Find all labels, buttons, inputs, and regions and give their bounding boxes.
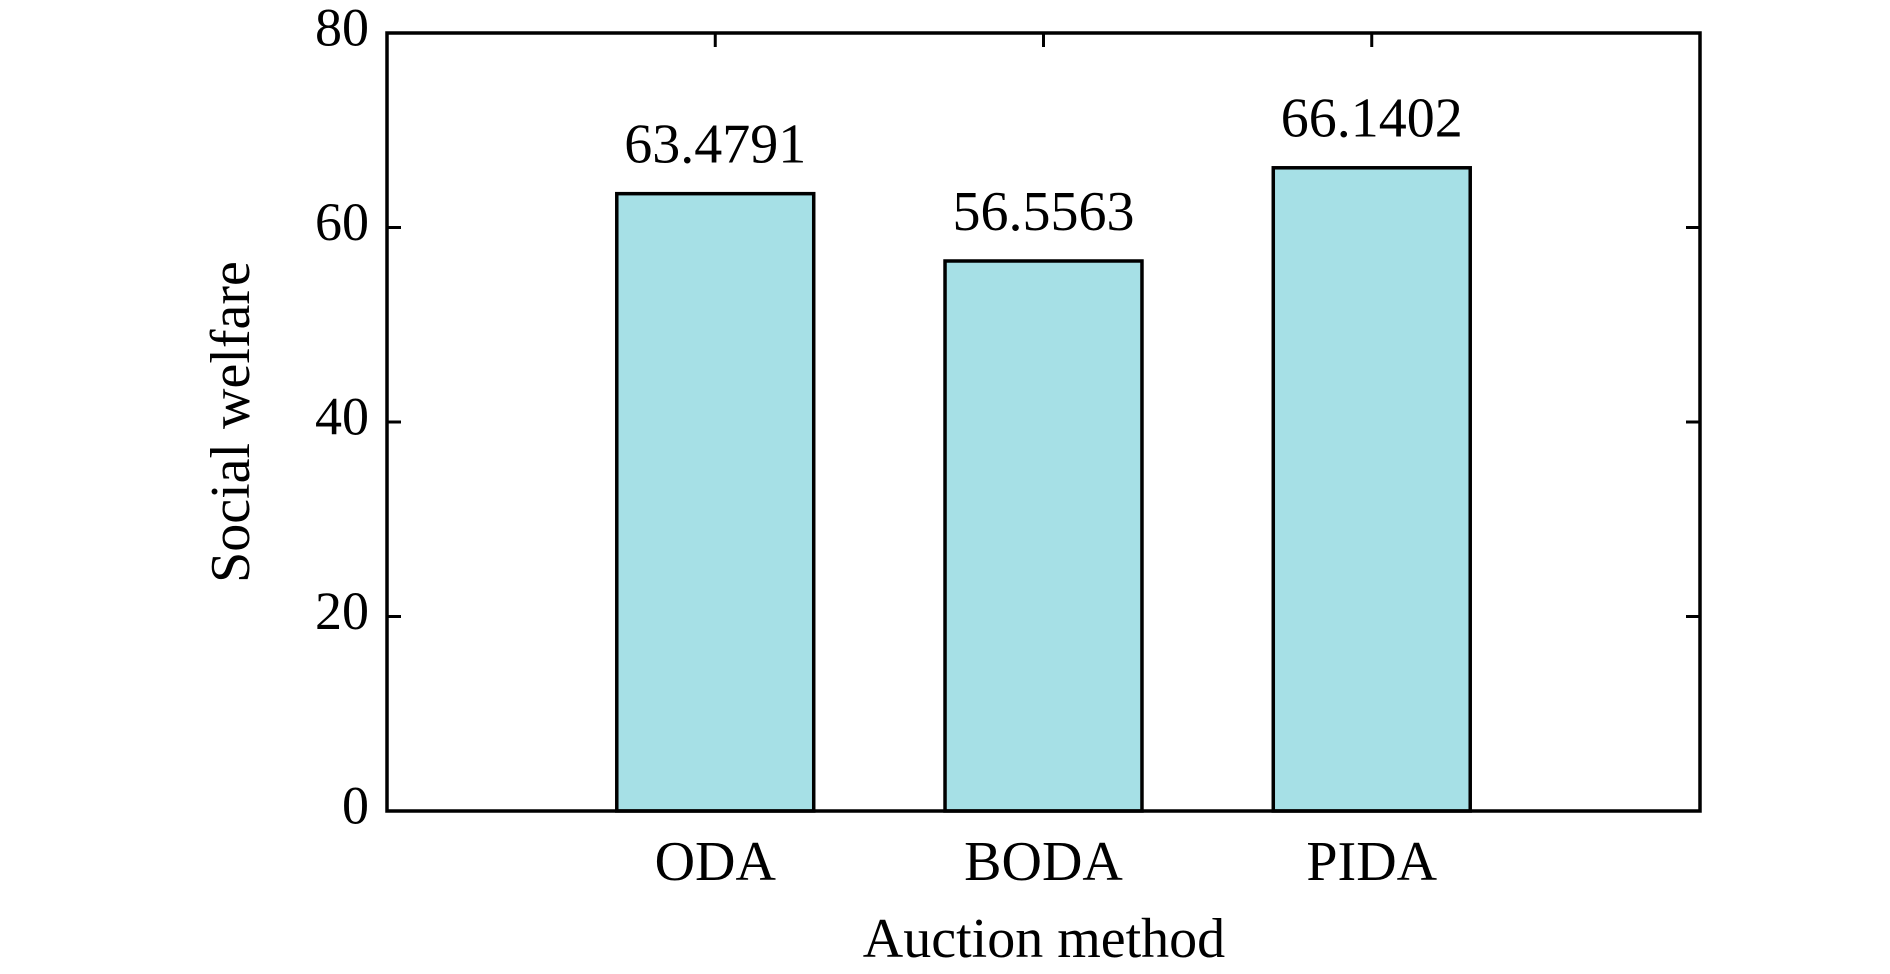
value-label: 63.4791 xyxy=(624,114,806,176)
bar xyxy=(1271,166,1472,813)
bar xyxy=(615,191,816,813)
x-tick-label: PIDA xyxy=(1306,831,1437,893)
y-tick-label: 0 xyxy=(342,775,369,835)
x-axis-label: Auction method xyxy=(863,908,1225,970)
value-label: 66.1402 xyxy=(1281,88,1463,150)
plot-frame xyxy=(385,31,1702,813)
y-tick-label: 80 xyxy=(315,0,369,57)
y-tick-label: 20 xyxy=(315,581,369,641)
bar xyxy=(943,259,1144,813)
y-tick-label: 40 xyxy=(315,386,369,446)
x-tick-label: ODA xyxy=(655,831,777,893)
x-tick-label: BODA xyxy=(964,831,1123,893)
value-label: 56.5563 xyxy=(953,181,1135,243)
y-tick-label: 60 xyxy=(315,192,369,252)
y-axis-label: Social welfare xyxy=(200,261,262,583)
